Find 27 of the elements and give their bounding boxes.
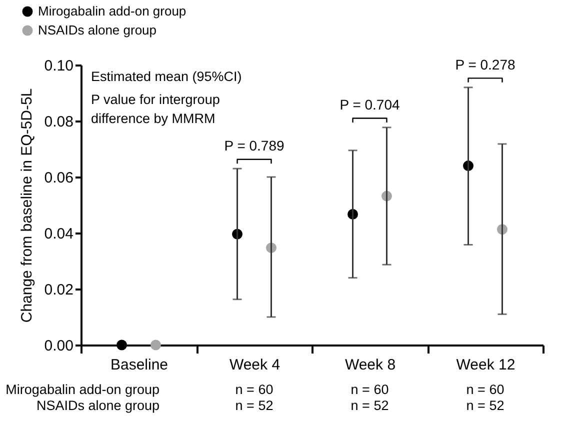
text: n = 52 xyxy=(466,398,504,413)
legend-label: Mirogabalin add-on group xyxy=(38,4,186,18)
y-tick-label: 0.08 xyxy=(44,114,74,130)
annotation: P = 0.789 xyxy=(224,138,284,154)
x-tick-label: Week 4 xyxy=(229,356,280,374)
y-axis-title: Change from baseline in EQ-5D-5L xyxy=(18,88,36,323)
annotation: P = 0.704 xyxy=(340,96,400,112)
text: n = 60 xyxy=(466,382,504,397)
annotation: P = 0.278 xyxy=(455,56,516,72)
annotation: P value for intergroup xyxy=(91,92,220,107)
x-tick-label: Baseline xyxy=(110,356,168,374)
text: Mirogabalin add-on group xyxy=(6,382,160,397)
text: NSAIDs alone group xyxy=(36,398,160,413)
text: n = 60 xyxy=(235,382,274,397)
x-tick-label: Week 12 xyxy=(456,356,516,374)
text: n = 52 xyxy=(235,398,274,413)
y-tick-label: 0.02 xyxy=(44,282,74,298)
y-tick-label: 0.06 xyxy=(44,170,74,186)
text: n = 60 xyxy=(350,382,389,397)
annotation: Estimated mean (95%CI) xyxy=(91,69,242,84)
text: n = 52 xyxy=(350,398,389,413)
legend-label: NSAIDs alone group xyxy=(38,22,157,38)
y-tick-label: 0.10 xyxy=(44,58,74,74)
y-tick-label: 0.00 xyxy=(44,338,74,354)
y-tick-label: 0.04 xyxy=(44,226,74,242)
x-tick-label: Week 8 xyxy=(344,356,396,374)
annotation: difference by MMRM xyxy=(91,111,216,126)
